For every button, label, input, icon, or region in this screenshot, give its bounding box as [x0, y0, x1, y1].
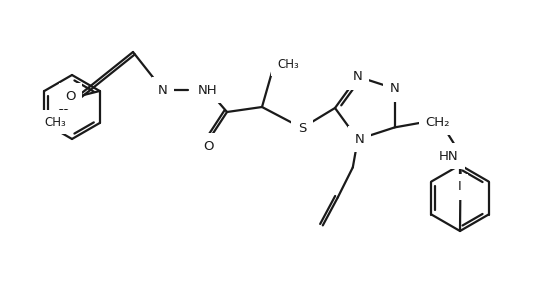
Text: NH: NH — [198, 83, 218, 96]
Text: CH₃: CH₃ — [277, 58, 299, 71]
Text: N: N — [390, 82, 399, 95]
Text: I: I — [458, 181, 462, 194]
Text: S: S — [298, 122, 306, 135]
Text: CH₂: CH₂ — [426, 116, 450, 129]
Text: HN: HN — [439, 150, 458, 163]
Text: O: O — [65, 89, 75, 102]
Text: N: N — [158, 83, 168, 96]
Text: CH₃: CH₃ — [45, 116, 67, 129]
Text: N: N — [355, 133, 365, 146]
Text: O: O — [203, 140, 213, 153]
Text: N: N — [353, 70, 363, 83]
